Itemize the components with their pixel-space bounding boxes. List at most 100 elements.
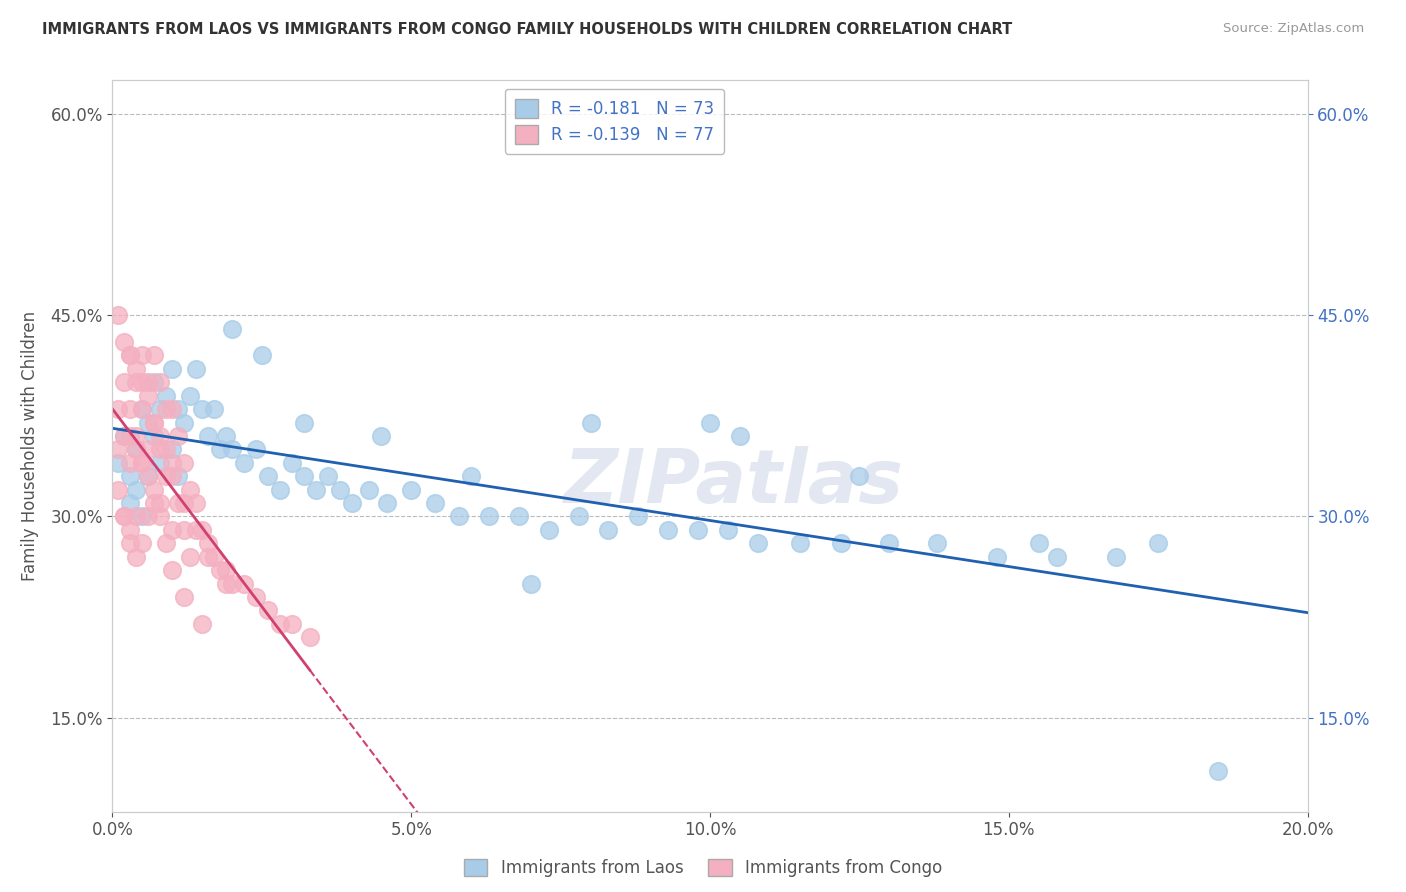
Point [191,523,214,537]
Point [245,590,267,604]
Point [162,523,183,537]
Point [138,469,160,483]
Legend: R = -0.181   N = 73, R = -0.139   N = 77: R = -0.181 N = 73, R = -0.139 N = 77 [505,88,724,153]
Point [114,429,135,443]
Point [138,389,160,403]
Point [107,483,129,497]
Point [114,376,135,390]
Point [233,456,256,470]
Point [425,496,447,510]
Point [120,429,142,443]
Point [537,523,560,537]
Point [377,496,399,510]
Point [155,536,177,550]
Point [879,536,901,550]
Point [292,469,315,483]
Point [848,469,870,483]
Point [162,563,183,577]
Point [173,523,195,537]
Point [131,402,153,417]
Point [149,376,172,390]
Point [131,348,153,362]
Point [125,549,148,564]
Point [138,376,160,390]
Point [155,402,177,417]
Point [269,616,291,631]
Point [131,536,153,550]
Point [125,376,148,390]
Point [120,402,142,417]
Point [370,429,392,443]
Point [173,456,195,470]
Point [131,456,153,470]
Point [155,442,177,457]
Point [831,536,853,550]
Point [197,536,219,550]
Point [197,549,219,564]
Point [173,416,195,430]
Point [1147,536,1170,550]
Point [245,442,267,457]
Point [579,416,602,430]
Point [269,483,291,497]
Point [699,416,721,430]
Point [162,402,183,417]
Point [1206,764,1229,779]
Point [162,361,183,376]
Text: IMMIGRANTS FROM LAOS VS IMMIGRANTS FROM CONGO FAMILY HOUSEHOLDS WITH CHILDREN CO: IMMIGRANTS FROM LAOS VS IMMIGRANTS FROM … [42,22,1012,37]
Point [173,590,195,604]
Point [221,442,243,457]
Legend: Immigrants from Laos, Immigrants from Congo: Immigrants from Laos, Immigrants from Co… [457,852,949,884]
Point [478,509,501,524]
Point [197,429,219,443]
Point [143,416,166,430]
Point [143,416,166,430]
Point [149,496,172,510]
Point [131,376,153,390]
Point [191,402,214,417]
Point [131,509,153,524]
Point [131,456,153,470]
Point [143,429,166,443]
Point [316,469,339,483]
Point [120,496,142,510]
Point [209,442,232,457]
Y-axis label: Family Households with Children: Family Households with Children [21,311,39,581]
Point [155,469,177,483]
Point [114,334,135,349]
Point [1028,536,1050,550]
Point [155,389,177,403]
Point [107,308,129,322]
Point [460,469,482,483]
Point [173,496,195,510]
Point [1105,549,1128,564]
Point [627,509,650,524]
Point [143,376,166,390]
Point [186,361,208,376]
Point [221,576,243,591]
Point [202,402,225,417]
Point [281,456,304,470]
Point [120,348,142,362]
Point [125,442,148,457]
Point [717,523,740,537]
Point [167,469,190,483]
Point [125,361,148,376]
Point [179,483,201,497]
Point [162,469,183,483]
Point [120,523,142,537]
Point [149,442,172,457]
Point [149,509,172,524]
Point [138,469,160,483]
Point [1046,549,1069,564]
Point [125,429,148,443]
Point [107,456,129,470]
Point [143,496,166,510]
Point [281,616,304,631]
Point [167,429,190,443]
Point [120,469,142,483]
Point [449,509,471,524]
Point [138,416,160,430]
Point [202,549,225,564]
Point [120,536,142,550]
